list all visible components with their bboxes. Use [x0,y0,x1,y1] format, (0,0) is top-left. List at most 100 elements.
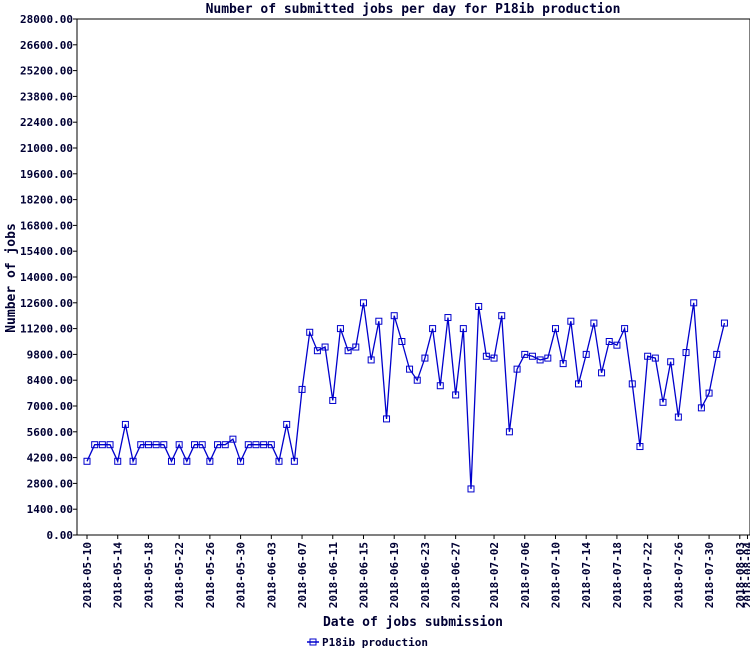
data-point [290,457,298,465]
x-tick-label: 2018-05-22 [173,542,186,608]
x-tick-label: 2018-06-15 [357,542,370,608]
y-tick-label: 2800.00 [27,477,73,490]
legend: P18ib production [307,636,428,649]
x-tick-label: 2018-05-26 [204,542,217,609]
y-tick-label: 11200.00 [20,323,73,336]
data-point [183,457,191,465]
data-point [298,385,306,393]
x-tick-label: 2018-07-18 [611,542,624,608]
data-point [214,441,222,449]
data-point [544,354,552,362]
data-point [444,314,452,322]
y-tick-label: 14000.00 [20,271,73,284]
data-point [114,457,122,465]
y-tick-label: 19600.00 [20,168,73,181]
data-point [160,441,168,449]
data-point [513,365,521,373]
data-point [352,343,360,351]
data-point [613,341,621,349]
data-point [436,382,444,390]
data-point [167,457,175,465]
x-tick-label: 2018-06-19 [388,542,401,608]
data-point [229,435,237,443]
y-tick-label: 9800.00 [27,348,73,361]
data-point [191,441,199,449]
data-point [275,457,283,465]
data-point [336,325,344,333]
y-tick-label: 22400.00 [20,116,73,129]
y-tick-label: 5600.00 [27,426,73,439]
data-point [498,312,506,320]
data-point [521,350,529,358]
x-tick-label: 2018-08-04 [741,542,750,609]
data-point [682,349,690,357]
data-point [720,319,728,327]
data-point [367,356,375,364]
data-point [359,299,367,307]
data-point [705,389,713,397]
data-point [306,328,314,336]
data-point [206,457,214,465]
x-tick-label: 2018-07-10 [549,542,562,608]
data-point [598,369,606,377]
y-tick-label: 18200.00 [20,194,73,207]
data-point [267,441,275,449]
data-point [590,319,598,327]
data-point [482,352,490,360]
x-tick-label: 2018-07-06 [519,542,532,609]
x-tick-label: 2018-06-27 [450,542,463,608]
data-point [344,347,352,355]
chart-title: Number of submitted jobs per day for P18… [206,2,621,17]
y-tick-label: 1400.00 [27,503,73,516]
plot-area [76,18,750,536]
x-tick-label: 2018-06-03 [265,542,278,608]
data-point [644,352,652,360]
data-point [244,441,252,449]
data-point [98,441,106,449]
data-point [667,358,675,366]
data-point [475,302,483,310]
y-tick-label: 8400.00 [27,374,73,387]
data-point [559,360,567,368]
data-point [582,350,590,358]
x-tick-label: 2018-07-22 [642,542,655,608]
data-point [429,325,437,333]
data-point [651,354,659,362]
y-axis: 0.00 1400.00 2800.00 4200.00 5600.00 7000.00 8… [20,13,77,542]
y-tick-label: 26600.00 [20,39,73,52]
data-point [313,347,321,355]
data-point [383,415,391,423]
x-tick-label: 2018-06-07 [296,542,309,608]
x-tick-label: 2018-05-10 [81,542,94,608]
data-point [690,299,698,307]
data-point [467,485,475,493]
data-point [421,354,429,362]
data-point [121,420,129,428]
x-tick-label: 2018-07-14 [580,542,593,609]
data-point [129,457,137,465]
data-point [175,441,183,449]
data-point [390,312,398,320]
y-tick-label: 21000.00 [20,142,73,155]
data-point [575,380,583,388]
series-layer [83,299,728,493]
data-point [605,338,613,345]
data-point [221,441,229,449]
data-point [636,443,644,451]
legend-label: P18ib production [322,636,428,649]
y-tick-label: 23800.00 [20,90,73,103]
data-point [567,317,575,325]
x-tick-label: 2018-07-26 [672,542,685,609]
data-point [621,325,629,333]
data-point [528,352,536,360]
data-point [260,441,268,449]
data-point [283,420,291,428]
data-point [91,441,99,449]
data-point [321,343,329,351]
data-point [106,441,114,449]
x-tick-label: 2018-05-14 [112,542,125,609]
data-point [628,380,636,388]
y-tick-label: 15400.00 [20,245,73,258]
data-point [452,391,460,399]
